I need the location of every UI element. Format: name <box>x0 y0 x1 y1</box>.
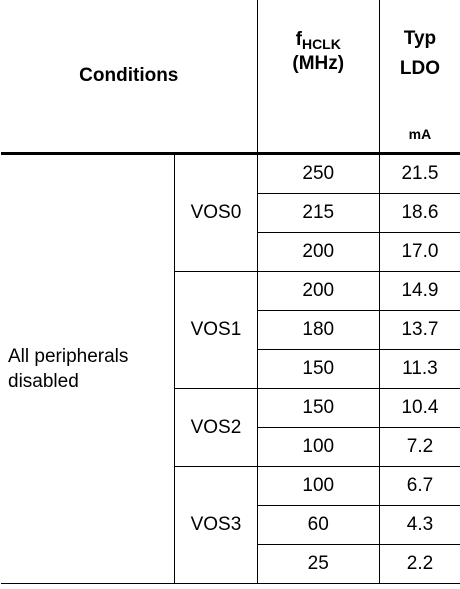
freq-cell: 180 <box>256 310 380 350</box>
typ-cell: 13.7 <box>378 310 460 350</box>
table-row: 25 2.2 <box>1 544 460 584</box>
header-conditions-label: Conditions <box>79 65 179 86</box>
freq-cell: 100 <box>256 466 380 506</box>
typ-cell: 10.4 <box>378 388 460 428</box>
typ-cell: 6.7 <box>378 466 460 506</box>
vos-cell-vos1: VOS1 <box>174 271 258 389</box>
table-row: 215 18.6 <box>1 193 460 233</box>
header-typ-ldo: Typ LDO mA <box>378 0 460 155</box>
table-row: All peripherals disabled VOS0 250 21.5 <box>1 153 460 584</box>
header-conditions: Conditions <box>1 0 258 155</box>
header-frequency: fHCLK (MHz) <box>256 0 380 155</box>
vos-cell-vos3: VOS3 <box>174 466 258 584</box>
table-row: 100 7.2 <box>1 427 460 467</box>
header-freq-base: f <box>295 29 302 50</box>
vos-cell-vos2: VOS2 <box>174 388 258 467</box>
table-row: 200 17.0 <box>1 232 460 272</box>
freq-cell: 100 <box>256 427 380 467</box>
freq-cell: 150 <box>256 388 380 428</box>
freq-cell: 200 <box>256 271 380 311</box>
typ-cell: 11.3 <box>378 349 460 389</box>
typ-cell: 14.9 <box>378 271 460 311</box>
header-typ: Typ <box>403 28 437 49</box>
freq-cell: 25 <box>256 544 380 584</box>
typ-cell: 2.2 <box>378 544 460 584</box>
header-ldo: LDO <box>399 58 441 79</box>
typ-cell: 7.2 <box>378 427 460 467</box>
typ-cell: 17.0 <box>378 232 460 272</box>
condition-cell: All peripherals disabled <box>1 153 176 584</box>
typ-cell: 21.5 <box>378 153 460 194</box>
table-row: VOS3 100 6.7 <box>1 466 460 584</box>
freq-cell: 215 <box>256 193 380 233</box>
vos-cell-vos0: VOS0 <box>174 153 258 272</box>
freq-cell: 250 <box>256 153 380 194</box>
table-row: 60 4.3 <box>1 505 460 545</box>
freq-cell: 150 <box>256 349 380 389</box>
header-unit: mA <box>408 126 432 142</box>
freq-cell: 200 <box>256 232 380 272</box>
typ-cell: 18.6 <box>378 193 460 233</box>
table-row: VOS2 150 10.4 <box>1 388 460 467</box>
header-freq-sub: HCLK <box>301 36 341 52</box>
table-row: 150 11.3 <box>1 349 460 389</box>
table-header-row: Conditions fHCLK (MHz) Typ LDO mA <box>1 0 460 155</box>
table-row: 180 13.7 <box>1 310 460 350</box>
header-freq-unit: (MHz) <box>292 53 345 74</box>
freq-cell: 60 <box>256 505 380 545</box>
typ-cell: 4.3 <box>378 505 460 545</box>
